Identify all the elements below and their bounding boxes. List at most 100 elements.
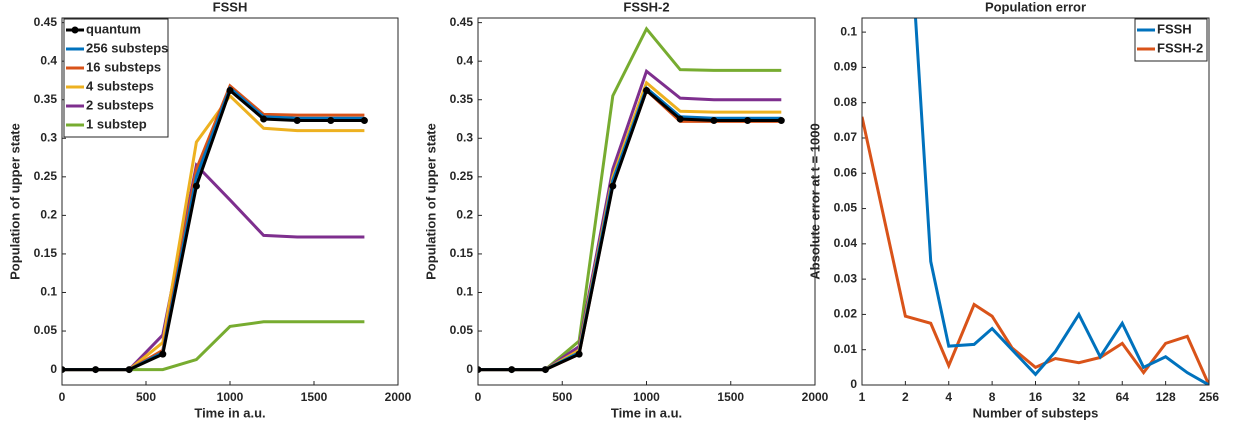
y-tick-label: 0.35 bbox=[450, 92, 474, 106]
x-tick-label: 2 bbox=[902, 390, 909, 404]
y-tick-label: 0.3 bbox=[456, 130, 473, 144]
y-tick-label: 0 bbox=[50, 362, 57, 376]
y-tick-label: 0.2 bbox=[40, 208, 57, 222]
series-marker bbox=[643, 86, 650, 94]
x-tick-label: 32 bbox=[1072, 390, 1086, 404]
x-tick-label: 16 bbox=[1029, 390, 1043, 404]
legend: quantum 256 substeps 16 substeps 4 substeps… bbox=[63, 18, 169, 138]
y-tick-label: 0.1 bbox=[456, 285, 473, 299]
legend-label: quantum bbox=[86, 21, 141, 36]
y-tick-label: 0.35 bbox=[34, 92, 58, 106]
x-tick-label: 1500 bbox=[717, 390, 744, 404]
legend-marker bbox=[71, 26, 79, 34]
x-tick-label: 128 bbox=[1156, 390, 1176, 404]
subplot: FSSH Time in a.u. Population of upper stat… bbox=[7, 0, 411, 420]
x-tick-label: 500 bbox=[552, 390, 572, 404]
y-tick-label: 0.2 bbox=[456, 208, 473, 222]
series-line bbox=[62, 320, 365, 372]
series-line bbox=[478, 68, 782, 372]
y-tick-label: 0.01 bbox=[834, 342, 858, 356]
lines bbox=[862, 18, 1209, 385]
x-tick-label: 1000 bbox=[633, 390, 660, 404]
x-tick-label: 500 bbox=[136, 390, 156, 404]
series-line bbox=[62, 162, 365, 372]
subplot: FSSH-2 Time in a.u. Population of upper st… bbox=[423, 0, 828, 420]
series-marker bbox=[125, 366, 133, 374]
legend-label: 16 substeps bbox=[86, 59, 161, 74]
x-tick-label: 2000 bbox=[802, 390, 829, 404]
x-axis-label: Number of substeps bbox=[973, 405, 1099, 420]
series-marker bbox=[676, 115, 684, 123]
x-tick-label: 1500 bbox=[301, 390, 328, 404]
series-marker bbox=[575, 350, 583, 358]
x-axis-label: Time in a.u. bbox=[194, 405, 265, 420]
x-tick-label: 256 bbox=[1199, 390, 1219, 404]
series-marker bbox=[744, 117, 752, 125]
series-marker bbox=[62, 366, 66, 374]
chart-title: FSSH bbox=[213, 0, 248, 14]
series-marker bbox=[159, 350, 167, 358]
chart-title: Population error bbox=[985, 0, 1086, 14]
x-tick-label: 0 bbox=[59, 390, 66, 404]
series-line bbox=[62, 87, 365, 372]
y-tick-label: 0.07 bbox=[834, 130, 858, 144]
y-tick-label: 0.15 bbox=[34, 246, 58, 260]
x-axis-label: Time in a.u. bbox=[611, 405, 682, 420]
legend-label: 2 substeps bbox=[86, 97, 154, 112]
x-tick-label: 8 bbox=[989, 390, 996, 404]
x-tick-label: 1000 bbox=[217, 390, 244, 404]
series-marker bbox=[360, 117, 368, 125]
legend: FSSH FSSH-2 bbox=[1134, 18, 1208, 62]
axes-box bbox=[61, 17, 399, 386]
series-marker bbox=[226, 86, 234, 94]
x-tick-label: 2000 bbox=[385, 390, 412, 404]
series-line bbox=[478, 85, 782, 372]
y-tick-label: 0.3 bbox=[40, 130, 57, 144]
series-marker bbox=[609, 182, 617, 190]
series-line bbox=[914, 18, 1209, 385]
series-line bbox=[478, 26, 782, 372]
y-tick-label: 0.05 bbox=[834, 201, 858, 215]
legend-label: 256 substeps bbox=[86, 40, 168, 55]
x-tick-label: 64 bbox=[1116, 390, 1130, 404]
y-axis-label: Population of upper state bbox=[7, 123, 22, 280]
x-tick-label: 1 bbox=[859, 390, 866, 404]
series-line bbox=[478, 87, 782, 372]
axes-box bbox=[861, 17, 1210, 386]
y-tick-label: 0.15 bbox=[450, 246, 474, 260]
y-tick-label: 0.05 bbox=[34, 323, 58, 337]
legend-box bbox=[63, 18, 169, 138]
y-tick-label: 0.1 bbox=[40, 285, 57, 299]
y-tick-label: 0.45 bbox=[34, 15, 58, 29]
y-tick-label: 0.03 bbox=[834, 271, 858, 285]
y-tick-label: 0 bbox=[850, 377, 857, 391]
lines bbox=[478, 26, 785, 374]
y-tick-label: 0.09 bbox=[834, 60, 858, 74]
series-marker bbox=[478, 366, 482, 374]
legend-label: 1 substep bbox=[86, 116, 147, 131]
series-line bbox=[478, 80, 782, 372]
legend-label: 4 substeps bbox=[86, 78, 154, 93]
y-tick-label: 0.06 bbox=[834, 165, 858, 179]
legend-box bbox=[1134, 18, 1208, 62]
y-axis-label: Absolute error at t = 1000 bbox=[807, 123, 822, 279]
series-marker bbox=[508, 366, 516, 374]
y-tick-label: 0.25 bbox=[450, 169, 474, 183]
y-tick-label: 0.4 bbox=[40, 53, 57, 67]
legend-label: FSSH bbox=[1157, 21, 1192, 36]
y-tick-label: 0.4 bbox=[456, 53, 473, 67]
y-tick-label: 0.05 bbox=[450, 323, 474, 337]
y-tick-label: 0.45 bbox=[450, 15, 474, 29]
y-tick-label: 0.08 bbox=[834, 95, 858, 109]
series-marker bbox=[327, 117, 335, 125]
lines bbox=[62, 83, 368, 374]
axes-box bbox=[477, 17, 816, 386]
y-tick-label: 0.25 bbox=[34, 169, 58, 183]
legend-label: FSSH-2 bbox=[1157, 40, 1203, 55]
series-marker bbox=[541, 366, 549, 374]
y-tick-label: 0.02 bbox=[834, 307, 858, 321]
y-tick-label: 0.1 bbox=[840, 24, 857, 38]
series-marker bbox=[260, 115, 268, 123]
series-line bbox=[862, 116, 1209, 385]
